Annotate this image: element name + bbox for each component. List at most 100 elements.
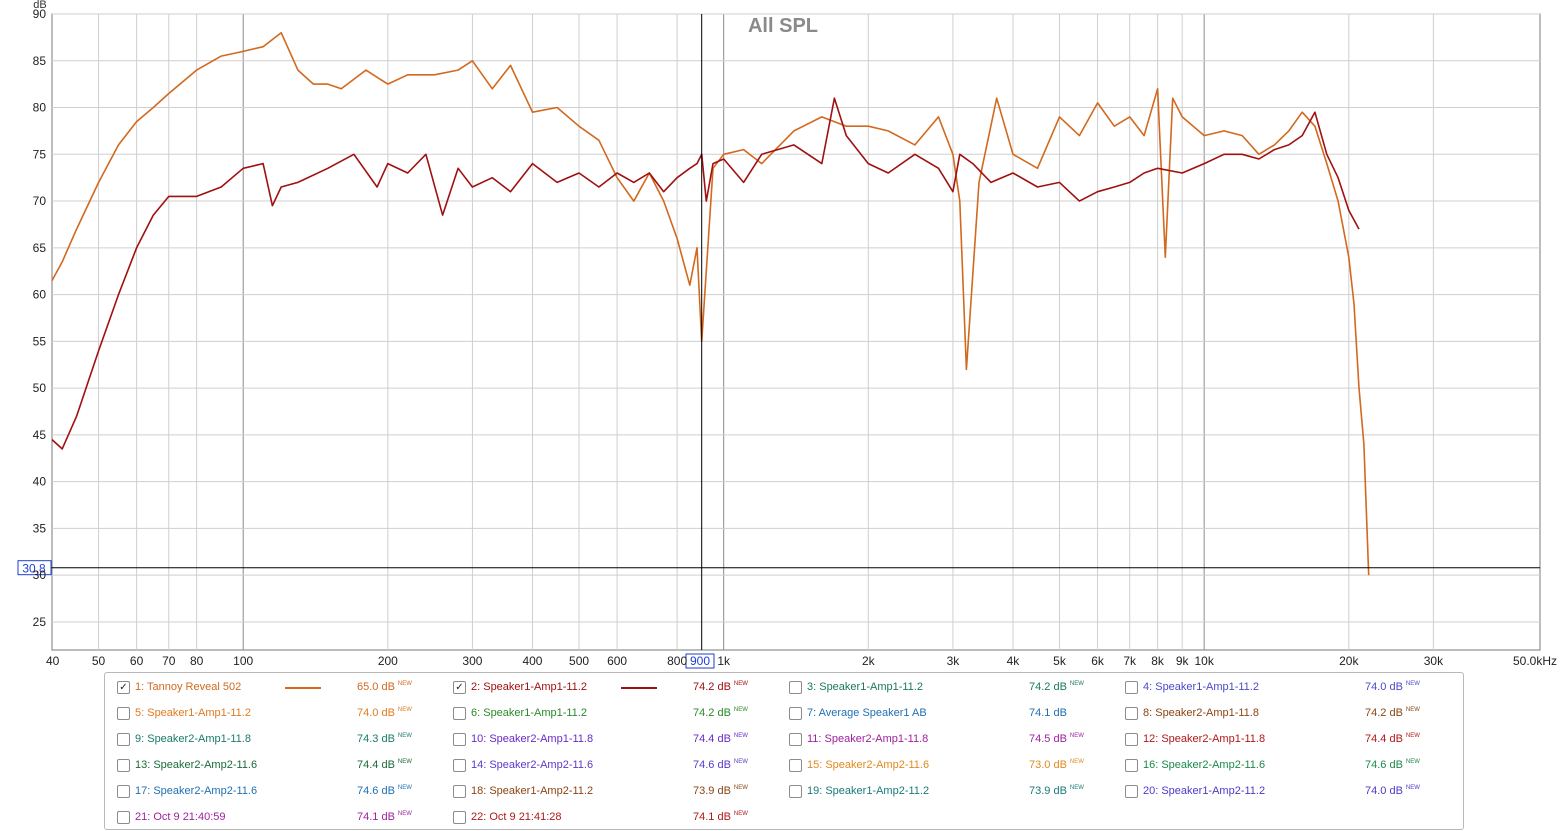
y-tick-label: 45 <box>33 428 47 442</box>
legend-label: 18: Speaker1-Amp2-11.2 <box>471 785 594 797</box>
legend-item[interactable]: 8: Speaker2-Amp1-11.8 74.2 dB NEW <box>1113 701 1449 727</box>
legend-checkbox[interactable] <box>117 759 130 772</box>
legend-checkbox[interactable] <box>1125 759 1138 772</box>
x-tick-label: 1k <box>717 654 731 668</box>
legend-value-text: 74.5 dB <box>1029 733 1067 745</box>
legend-item[interactable]: ✓ 1: Tannoy Reveal 502 65.0 dB NEW <box>105 675 441 701</box>
legend-value: 74.4 dB NEW <box>1365 733 1420 745</box>
legend-checkbox[interactable] <box>117 707 130 720</box>
legend-value: 74.2 dB NEW <box>693 707 748 719</box>
legend-value: 74.6 dB NEW <box>693 759 748 771</box>
legend-value: 74.2 dB NEW <box>693 681 748 693</box>
series-line-2 <box>51 97 1360 450</box>
legend-checkbox[interactable] <box>117 785 130 798</box>
legend-value-text: 74.2 dB <box>693 707 731 719</box>
cursor-x-readout-box <box>685 653 715 669</box>
legend-checkbox[interactable] <box>789 681 802 694</box>
legend-new-badge: NEW <box>733 733 748 739</box>
legend-item[interactable]: 19: Speaker1-Amp2-11.2 73.9 dB NEW <box>777 779 1113 805</box>
y-tick-label: 40 <box>33 475 47 489</box>
legend-label: 13: Speaker2-Amp2-11.6 <box>135 759 258 771</box>
legend-item[interactable]: 12: Speaker2-Amp1-11.8 74.4 dB NEW <box>1113 727 1449 753</box>
legend-new-badge: NEW <box>397 681 412 687</box>
legend-checkbox[interactable]: ✓ <box>453 681 466 694</box>
legend-checkbox[interactable] <box>1125 785 1138 798</box>
legend-item[interactable]: 18: Speaker1-Amp2-11.2 73.9 dB NEW <box>441 779 777 805</box>
legend-label: 10: Speaker2-Amp1-11.8 <box>471 733 594 745</box>
legend-value-text: 74.1 dB <box>693 811 731 823</box>
legend-panel: ✓ 1: Tannoy Reveal 502 65.0 dB NEW ✓ 2: Speak… <box>104 672 1464 830</box>
legend-checkbox[interactable] <box>453 759 466 772</box>
series-layer <box>51 31 1370 576</box>
legend-item[interactable]: 5: Speaker1-Amp1-11.2 74.0 dB NEW <box>105 701 441 727</box>
legend-label: 16: Speaker2-Amp2-11.6 <box>1143 759 1266 771</box>
legend-label: 9: Speaker2-Amp1-11.8 <box>135 733 251 745</box>
y-tick-label: 25 <box>33 615 47 629</box>
legend-value-text: 74.0 dB <box>1365 785 1403 797</box>
legend-value: 74.4 dB NEW <box>357 759 412 771</box>
legend-item[interactable]: 20: Speaker1-Amp2-11.2 74.0 dB NEW <box>1113 779 1449 805</box>
legend-value-text: 74.3 dB <box>357 733 395 745</box>
legend-label: 7: Average Speaker1 AB <box>807 707 927 719</box>
legend-item[interactable]: 6: Speaker1-Amp1-11.2 74.2 dB NEW <box>441 701 777 727</box>
x-tick-label: 300 <box>462 654 482 668</box>
legend-checkbox[interactable] <box>789 707 802 720</box>
legend-item[interactable]: 21: Oct 9 21:40:59 74.1 dB NEW <box>105 805 441 831</box>
legend-checkbox[interactable] <box>789 785 802 798</box>
legend-checkbox[interactable] <box>453 733 466 746</box>
legend-checkbox[interactable] <box>117 811 130 824</box>
legend-new-badge: NEW <box>397 733 412 739</box>
x-tick-label: 200 <box>378 654 398 668</box>
legend-item[interactable]: 15: Speaker2-Amp2-11.6 73.0 dB NEW <box>777 753 1113 779</box>
legend-new-badge: NEW <box>733 681 748 687</box>
x-tick-label: 7k <box>1123 654 1137 668</box>
x-tick-label: 5k <box>1053 654 1067 668</box>
legend-label: 12: Speaker2-Amp1-11.8 <box>1143 733 1266 745</box>
x-tick-label: 80 <box>190 654 204 668</box>
legend-new-badge: NEW <box>1069 681 1084 687</box>
legend-new-badge: NEW <box>1405 681 1420 687</box>
legend-checkbox[interactable] <box>1125 681 1138 694</box>
legend-item[interactable]: 14: Speaker2-Amp2-11.6 74.6 dB NEW <box>441 753 777 779</box>
legend-value-text: 74.0 dB <box>1365 681 1403 693</box>
legend-item[interactable]: 4: Speaker1-Amp1-11.2 74.0 dB NEW <box>1113 675 1449 701</box>
x-tick-label: 100 <box>233 654 253 668</box>
grid-lines <box>52 13 1540 650</box>
legend-item[interactable]: 11: Speaker2-Amp1-11.8 74.5 dB NEW <box>777 727 1113 753</box>
legend-value-text: 74.2 dB <box>1365 707 1403 719</box>
legend-checkbox[interactable] <box>117 733 130 746</box>
chart-title: All SPL <box>748 15 818 37</box>
legend-new-badge: NEW <box>397 785 412 791</box>
legend-checkbox[interactable]: ✓ <box>117 681 130 694</box>
legend-checkbox[interactable] <box>1125 707 1138 720</box>
plot-area[interactable] <box>51 13 1541 651</box>
legend-label: 22: Oct 9 21:41:28 <box>471 811 562 823</box>
legend-line-swatch <box>285 687 321 689</box>
x-tick-label: 400 <box>522 654 542 668</box>
legend-checkbox[interactable] <box>1125 733 1138 746</box>
legend-label: 1: Tannoy Reveal 502 <box>135 681 242 693</box>
legend-item[interactable]: 7: Average Speaker1 AB 74.1 dB <box>777 701 1113 727</box>
legend-item[interactable]: 10: Speaker2-Amp1-11.8 74.4 dB NEW <box>441 727 777 753</box>
legend-item[interactable]: 3: Speaker1-Amp1-11.2 74.2 dB NEW <box>777 675 1113 701</box>
legend-checkbox[interactable] <box>789 733 802 746</box>
legend-value: 74.0 dB NEW <box>357 707 412 719</box>
legend-value: 74.4 dB NEW <box>693 733 748 745</box>
legend-checkbox[interactable] <box>453 785 466 798</box>
x-tick-label: 600 <box>607 654 627 668</box>
legend-item[interactable]: 9: Speaker2-Amp1-11.8 74.3 dB NEW <box>105 727 441 753</box>
x-tick-label: 9k <box>1176 654 1190 668</box>
legend-checkbox[interactable] <box>453 811 466 824</box>
legend-item[interactable]: 13: Speaker2-Amp2-11.6 74.4 dB NEW <box>105 753 441 779</box>
legend-item[interactable]: 16: Speaker2-Amp2-11.6 74.6 dB NEW <box>1113 753 1449 779</box>
legend-checkbox[interactable] <box>789 759 802 772</box>
legend-item[interactable]: 22: Oct 9 21:41:28 74.1 dB NEW <box>441 805 777 831</box>
spl-chart[interactable]: 900 30.8 40 50 60 70 80 100 200 300 400 500 600 800 1… <box>0 0 1566 670</box>
x-tick-label: 70 <box>162 654 176 668</box>
legend-checkbox[interactable] <box>453 707 466 720</box>
legend-item[interactable]: 17: Speaker2-Amp2-11.6 74.6 dB NEW <box>105 779 441 805</box>
series-line-1 <box>51 31 1370 576</box>
legend-item[interactable]: ✓ 2: Speaker1-Amp1-11.2 74.2 dB NEW <box>441 675 777 701</box>
axis-tick-labels: 40 50 60 70 80 100 200 300 400 500 600 800 1k 2k 3k 4k 5… <box>33 7 1557 668</box>
x-tick-label: 30k <box>1424 654 1444 668</box>
